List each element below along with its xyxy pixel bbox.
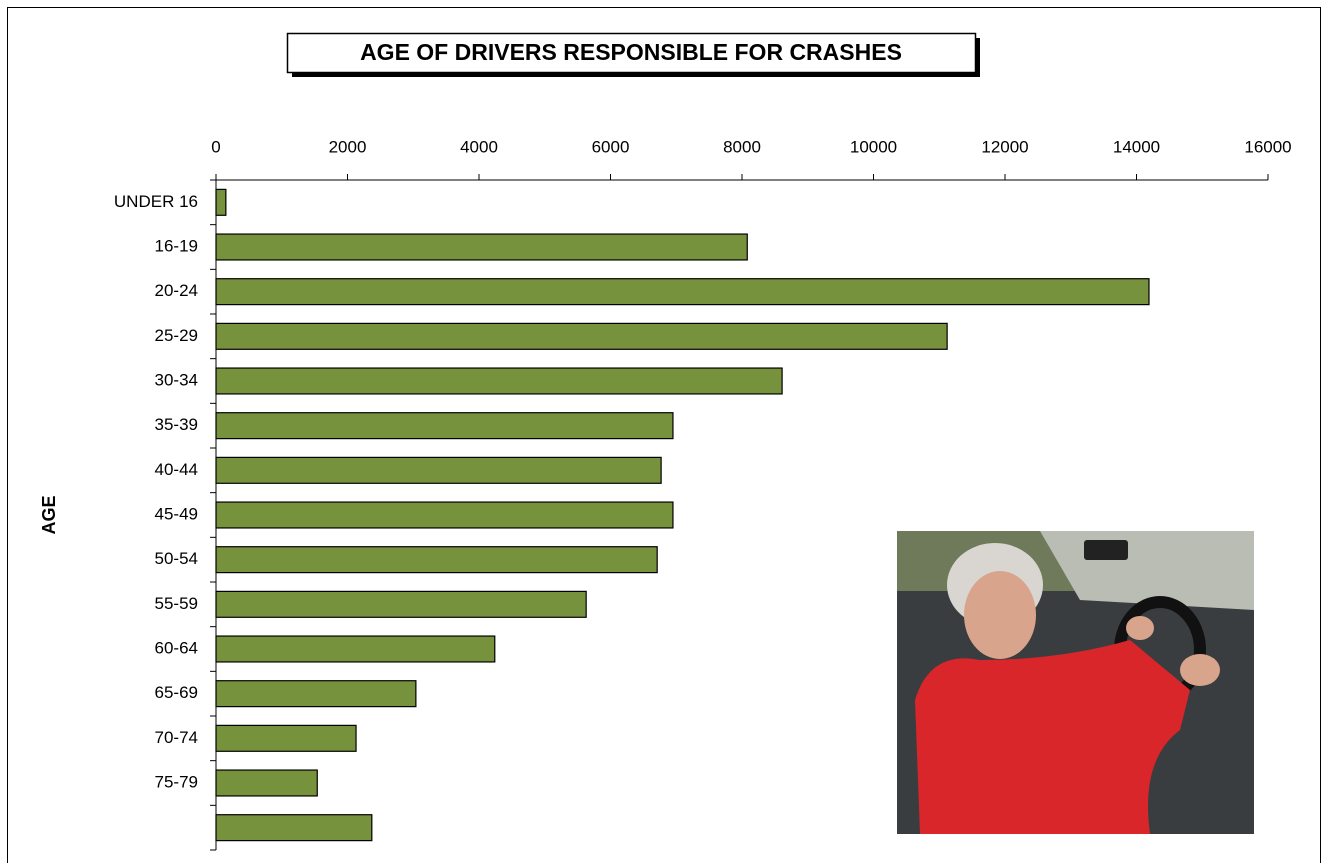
bar bbox=[216, 323, 947, 349]
bar bbox=[216, 502, 673, 528]
x-tick-label: 12000 bbox=[981, 137, 1028, 156]
y-axis-title: AGE bbox=[39, 495, 59, 534]
y-tick-label: 35-39 bbox=[155, 415, 198, 434]
bar bbox=[216, 591, 586, 617]
x-tick-label: 0 bbox=[211, 137, 220, 156]
x-tick-label: 16000 bbox=[1244, 137, 1291, 156]
bar bbox=[216, 547, 657, 573]
x-tick-label: 14000 bbox=[1113, 137, 1160, 156]
y-tick-label: 60-64 bbox=[155, 638, 198, 657]
bar bbox=[216, 770, 317, 796]
y-tick-label: 65-69 bbox=[155, 683, 198, 702]
bar bbox=[216, 636, 495, 662]
y-tick-label: 70-74 bbox=[155, 728, 198, 747]
x-tick-label: 6000 bbox=[592, 137, 630, 156]
y-tick-label: 16-19 bbox=[155, 236, 198, 255]
bar bbox=[216, 681, 416, 707]
x-tick-label: 10000 bbox=[850, 137, 897, 156]
y-tick-label: 45-49 bbox=[155, 504, 198, 523]
y-tick-label: 55-59 bbox=[155, 594, 198, 613]
x-tick-label: 2000 bbox=[329, 137, 367, 156]
bar bbox=[216, 368, 782, 394]
y-tick-label: 25-29 bbox=[155, 326, 198, 345]
bar bbox=[216, 457, 661, 483]
bar bbox=[216, 413, 673, 439]
bar bbox=[216, 815, 372, 841]
y-tick-label: UNDER 16 bbox=[114, 192, 198, 211]
y-tick-label: 75-79 bbox=[155, 772, 198, 791]
x-tick-label: 8000 bbox=[723, 137, 761, 156]
bar bbox=[216, 725, 356, 751]
y-tick-label: 40-44 bbox=[155, 460, 198, 479]
bar bbox=[216, 279, 1149, 305]
x-tick-label: 4000 bbox=[460, 137, 498, 156]
photo bbox=[897, 531, 1254, 834]
chart-title: AGE OF DRIVERS RESPONSIBLE FOR CRASHES bbox=[360, 39, 902, 65]
y-tick-label: 20-24 bbox=[155, 281, 198, 300]
bar bbox=[216, 189, 226, 215]
bar bbox=[216, 234, 747, 260]
y-tick-label: 30-34 bbox=[155, 370, 198, 389]
y-tick-label: 50-54 bbox=[155, 549, 198, 568]
chart: AGE OF DRIVERS RESPONSIBLE FOR CRASHES A… bbox=[0, 0, 1329, 863]
